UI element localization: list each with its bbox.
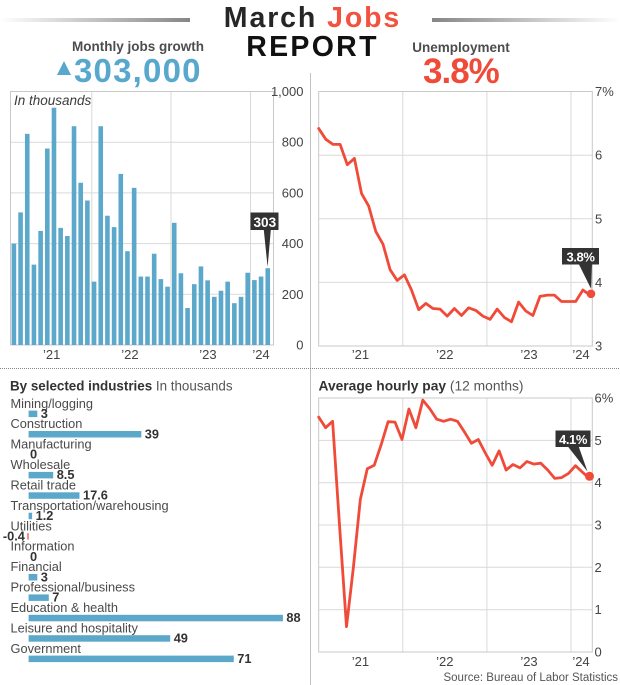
svg-text:6: 6: [595, 148, 602, 163]
svg-text:Financial: Financial: [11, 559, 62, 574]
svg-text:Transportation/warehousing: Transportation/warehousing: [11, 498, 169, 513]
svg-text:’21: ’21: [352, 654, 369, 669]
svg-text:Source: Bureau of Labor Statis: Source: Bureau of Labor Statistics: [443, 672, 618, 684]
svg-text:Education & health: Education & health: [11, 600, 118, 615]
svg-text:3: 3: [41, 406, 48, 421]
svg-text:’24: ’24: [572, 654, 589, 669]
svg-text:6%: 6%: [595, 391, 614, 406]
svg-text:’23: ’23: [520, 347, 537, 362]
svg-text:200: 200: [282, 287, 304, 302]
svg-text:’22: ’22: [436, 654, 453, 669]
svg-text:1: 1: [595, 602, 602, 617]
svg-text:1,000: 1,000: [271, 84, 304, 99]
svg-text:3: 3: [595, 339, 602, 354]
svg-text:0: 0: [30, 447, 37, 462]
svg-text:’24: ’24: [252, 347, 269, 362]
svg-text:400: 400: [282, 236, 304, 251]
svg-text:88: 88: [286, 610, 300, 625]
svg-text:800: 800: [282, 135, 304, 150]
svg-text:39: 39: [145, 426, 159, 441]
svg-text:Manufacturing: Manufacturing: [11, 437, 92, 452]
svg-text:’22: ’22: [436, 347, 453, 362]
svg-text:600: 600: [282, 185, 304, 200]
svg-text:0: 0: [595, 645, 602, 660]
svg-text:By selected industries In thou: By selected industries In thousands: [10, 379, 233, 394]
svg-text:5: 5: [595, 211, 602, 226]
svg-text:’24: ’24: [572, 347, 589, 362]
svg-text:In thousands: In thousands: [14, 93, 92, 108]
svg-text:4: 4: [595, 275, 602, 290]
svg-text:’23: ’23: [520, 654, 537, 669]
svg-text:3: 3: [595, 518, 602, 533]
svg-text:’21: ’21: [43, 347, 60, 362]
svg-text:Average hourly pay (12 months): Average hourly pay (12 months): [319, 379, 524, 394]
svg-text:Utilities: Utilities: [11, 518, 52, 533]
svg-text:Construction: Construction: [11, 416, 83, 431]
svg-text:3.8%: 3.8%: [566, 250, 595, 265]
svg-text:Mining/logging: Mining/logging: [11, 396, 94, 411]
svg-text:Wholesale: Wholesale: [11, 457, 71, 472]
svg-text:3: 3: [41, 569, 48, 584]
svg-text:-0.4: -0.4: [3, 528, 26, 543]
svg-text:49: 49: [174, 631, 188, 646]
svg-text:4: 4: [595, 475, 602, 490]
svg-text:4.1%: 4.1%: [559, 432, 588, 447]
svg-text:’23: ’23: [199, 347, 216, 362]
svg-text:’21: ’21: [352, 347, 369, 362]
svg-text:5: 5: [595, 433, 602, 448]
svg-text:0: 0: [296, 338, 303, 353]
svg-text:Retail trade: Retail trade: [11, 478, 76, 493]
svg-text:Leisure and hospitality: Leisure and hospitality: [11, 620, 139, 635]
svg-text:Government: Government: [11, 641, 82, 656]
svg-text:8.5: 8.5: [57, 467, 75, 482]
svg-text:Professional/business: Professional/business: [11, 580, 135, 595]
svg-text:7: 7: [52, 590, 59, 605]
svg-text:’22: ’22: [121, 347, 138, 362]
svg-text:Information: Information: [11, 539, 75, 554]
svg-text:1.2: 1.2: [36, 508, 54, 523]
svg-text:71: 71: [237, 651, 251, 666]
svg-text:7%: 7%: [595, 84, 614, 99]
svg-text:17.6: 17.6: [83, 488, 108, 503]
svg-text:2: 2: [595, 560, 602, 575]
svg-text:0: 0: [30, 549, 37, 564]
svg-text:303: 303: [253, 215, 276, 230]
